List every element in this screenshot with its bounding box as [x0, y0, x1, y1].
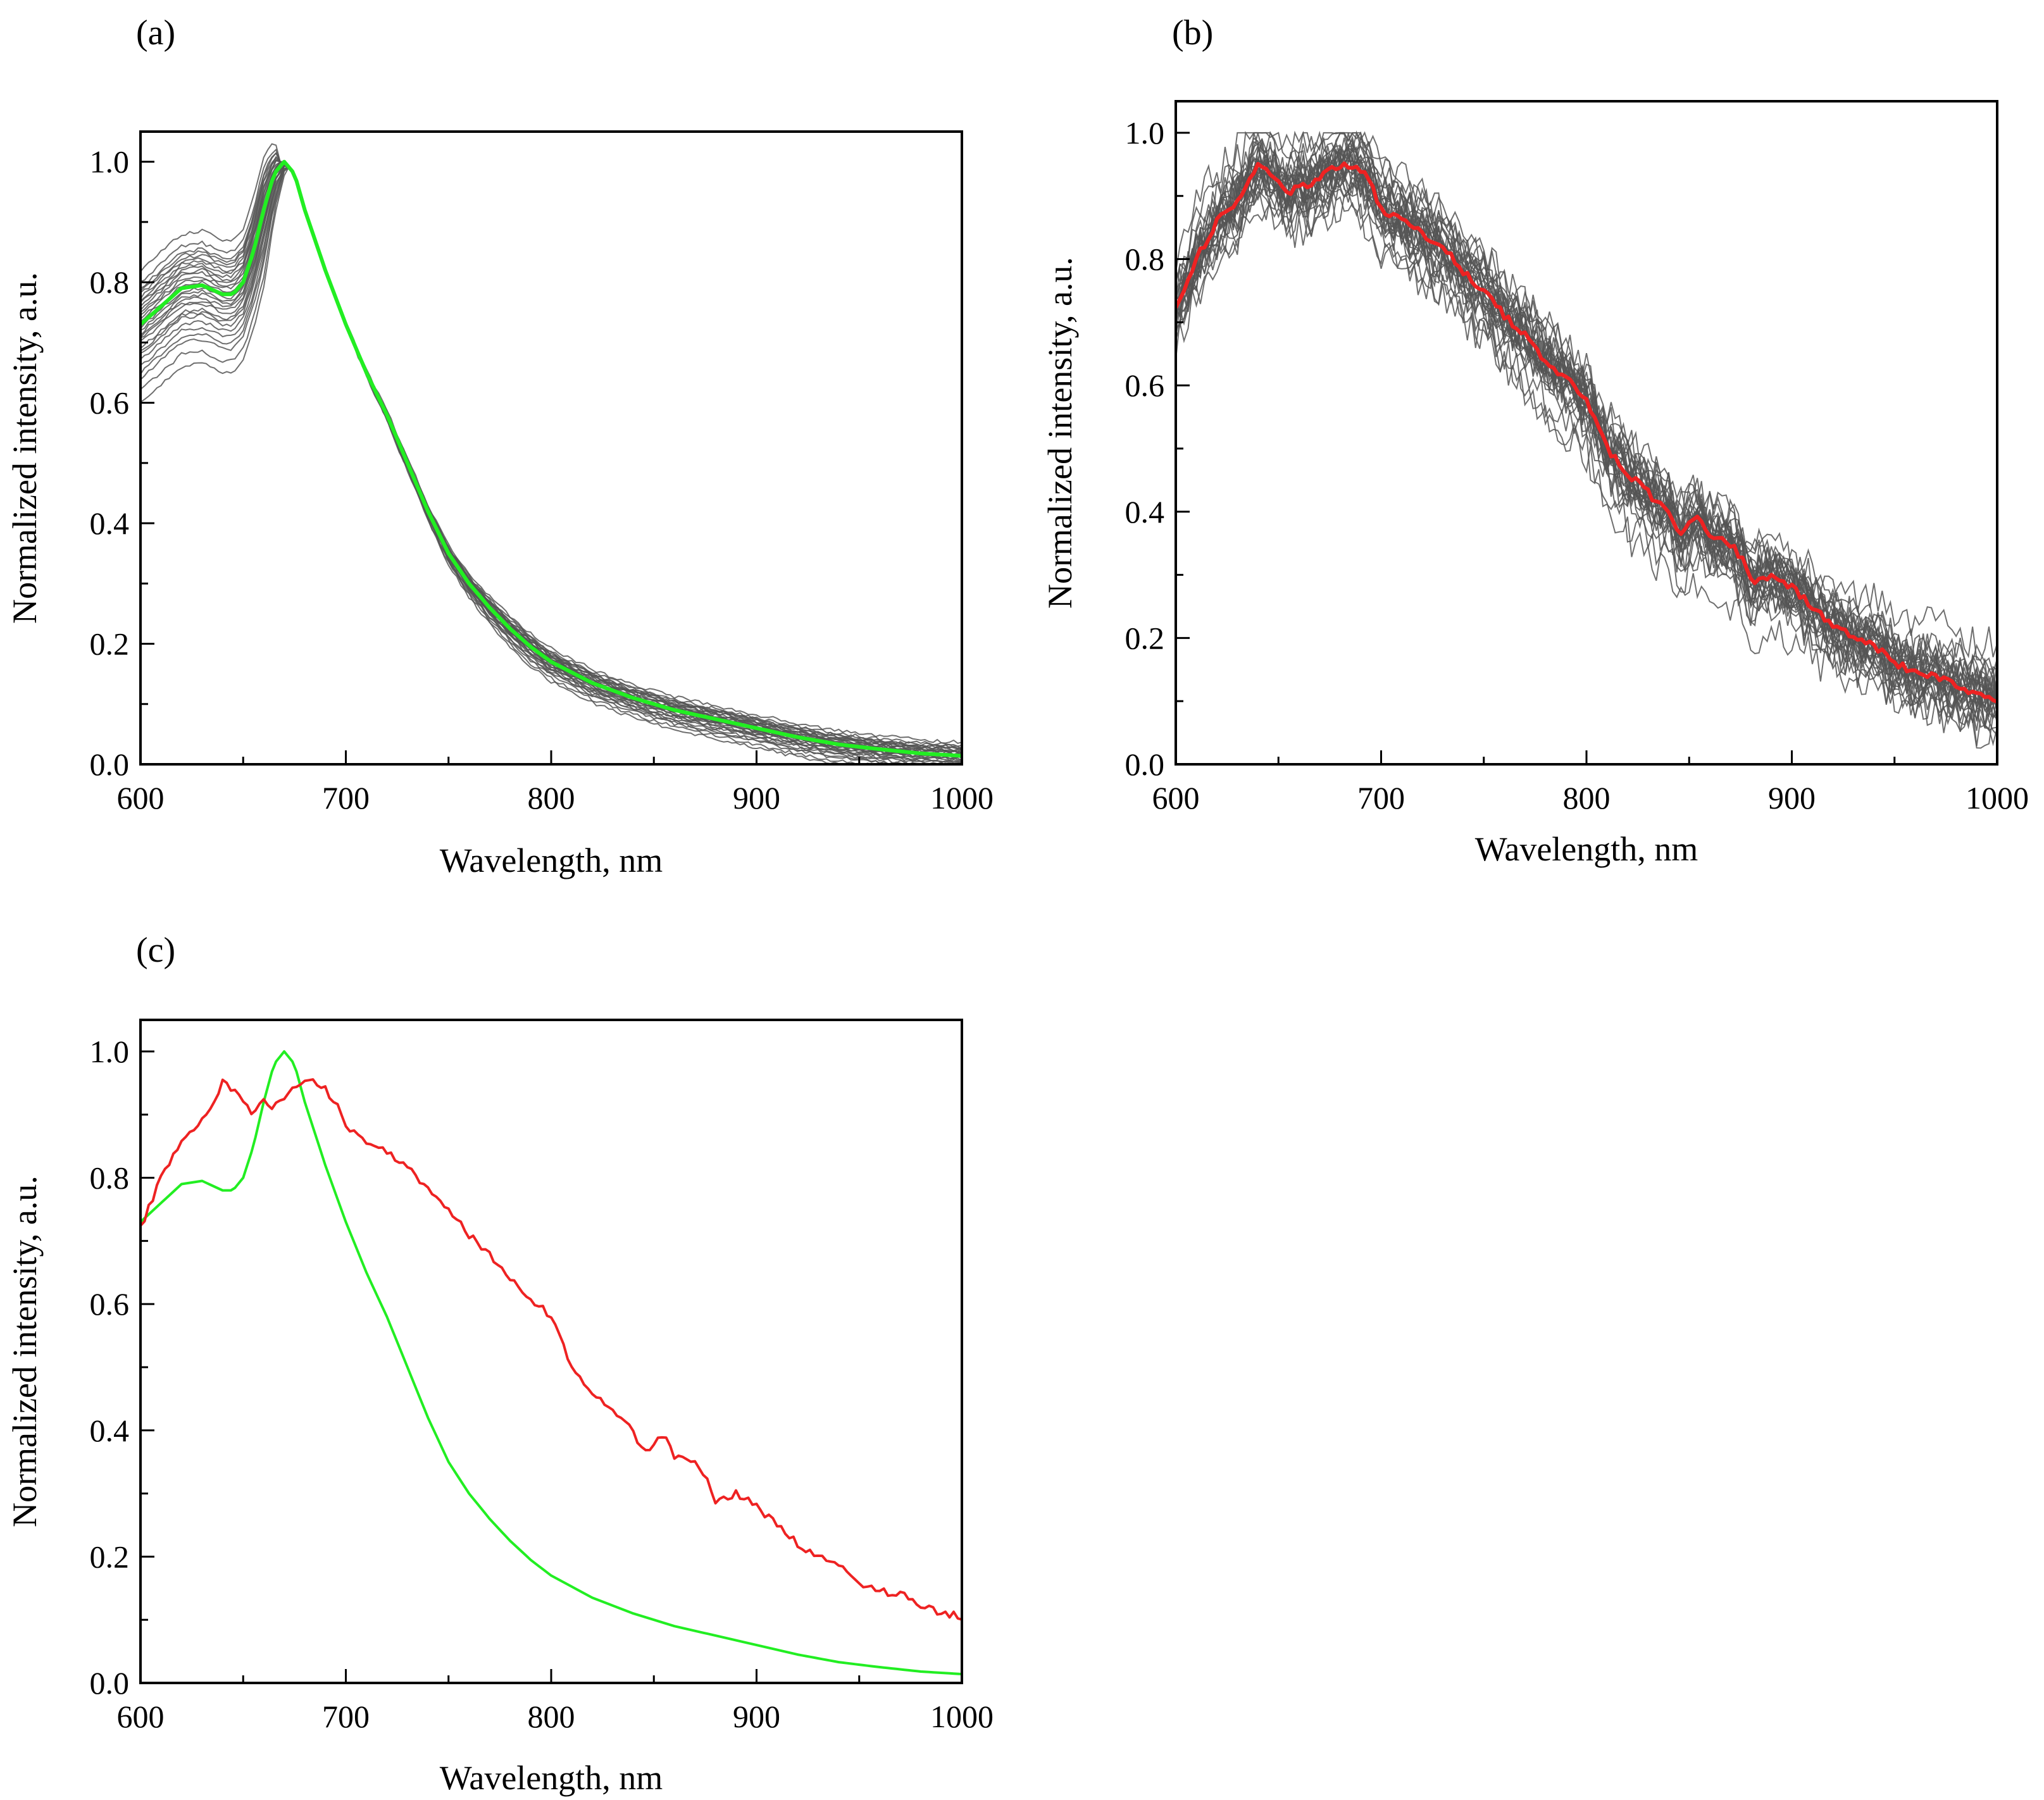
- y-axis-label: Normalized intensity, a.u.: [1041, 257, 1079, 609]
- x-tick-label: 700: [1357, 780, 1405, 816]
- x-tick-label: 900: [1768, 780, 1816, 816]
- y-tick-label: 0.0: [90, 747, 130, 782]
- y-tick-label: 0.8: [90, 1160, 130, 1196]
- x-tick-label: 800: [528, 1699, 575, 1734]
- ensemble-curve: [140, 165, 962, 764]
- ensemble-curve: [140, 167, 856, 764]
- y-tick-label: 0.4: [90, 1413, 130, 1448]
- series-line-red: [140, 1078, 962, 1621]
- y-tick-label: 0.0: [90, 1665, 130, 1701]
- x-tick-label: 600: [117, 780, 165, 816]
- ensemble-curve: [140, 167, 882, 764]
- ensemble-curve: [140, 164, 962, 764]
- plot-area: [140, 143, 962, 764]
- x-tick-label: 800: [528, 780, 575, 816]
- ensemble-curve: [140, 165, 906, 764]
- plot-area: [1176, 130, 1997, 749]
- ensemble-curve: [1176, 176, 1997, 749]
- y-tick-label: 0.6: [1125, 368, 1165, 403]
- y-tick-label: 1.0: [90, 1034, 130, 1069]
- ensemble-curve: [140, 166, 938, 764]
- y-tick-label: 0.2: [90, 1539, 130, 1574]
- x-tick-label: 1000: [930, 1699, 994, 1734]
- ensemble-curve: [1176, 130, 1997, 697]
- y-tick-label: 0.2: [1125, 620, 1165, 655]
- panel-a: 600 700 800 900 1000 0.0 0.2 0.4 0.6 0.8 1.0 Wavele…: [6, 13, 994, 879]
- y-tick-label: 0.6: [90, 385, 130, 421]
- y-tick-label: 0.8: [90, 264, 130, 300]
- x-tick-label: 900: [733, 780, 780, 816]
- ensemble-curve: [1176, 132, 1997, 689]
- y-tick-label: 0.2: [90, 626, 130, 662]
- ensemble-curve: [140, 148, 962, 747]
- y-tick-label: 0.6: [90, 1286, 130, 1322]
- plot-area: [140, 1050, 962, 1675]
- ensemble-curve: [1176, 160, 1997, 728]
- y-axis-label: Normalized intensity, a.u.: [6, 272, 44, 624]
- ensemble-curve: [140, 159, 962, 752]
- ensemble-curve: [140, 152, 962, 749]
- ensemble-curve: [1176, 131, 1997, 661]
- ensemble-curve: [140, 143, 962, 744]
- x-axis-label: Wavelength, nm: [440, 1759, 663, 1797]
- y-tick-label: 0.0: [1125, 747, 1165, 782]
- y-tick-label: 1.0: [1125, 115, 1165, 151]
- ensemble-curve: [1176, 130, 1997, 676]
- panel-b: 600 700 800 900 1000 0.0 0.2 0.4 0.6 0.8 1.0 Wavele…: [1041, 13, 2029, 868]
- ensemble-curve: [1176, 149, 1997, 704]
- panel-label: (a): [136, 13, 175, 53]
- x-tick-label: 700: [322, 780, 370, 816]
- x-tick-label: 600: [1152, 780, 1200, 816]
- ensemble-curve: [1176, 144, 1997, 706]
- y-axis-label: Normalized intensity, a.u.: [6, 1176, 44, 1527]
- x-tick-label: 900: [733, 1699, 780, 1734]
- x-tick-label: 1000: [930, 780, 994, 816]
- ensemble-curve: [1176, 171, 1997, 725]
- x-tick-label: 700: [322, 1699, 370, 1734]
- series-line-green: [140, 159, 962, 758]
- x-tick-label: 600: [117, 1699, 165, 1734]
- series-line-green: [140, 1050, 962, 1675]
- panel-label: (c): [136, 931, 175, 970]
- x-axis-label: Wavelength, nm: [1475, 830, 1698, 868]
- panel-c: 600 700 800 900 1000 0.0 0.2 0.4 0.6 0.8 1.0 Wavele…: [6, 931, 994, 1797]
- plot-frame: [139, 1019, 963, 1684]
- x-tick-label: 800: [1563, 780, 1611, 816]
- x-tick-label: 1000: [1966, 780, 2029, 816]
- y-tick-label: 0.8: [1125, 242, 1165, 277]
- y-tick-label: 0.4: [1125, 494, 1165, 530]
- ensemble-curve: [1176, 146, 1997, 706]
- x-axis-label: Wavelength, nm: [440, 841, 663, 879]
- y-tick-label: 0.4: [90, 506, 130, 541]
- panel-label: (b): [1172, 13, 1213, 53]
- y-tick-label: 1.0: [90, 144, 130, 180]
- series-line-red: [1176, 161, 1997, 704]
